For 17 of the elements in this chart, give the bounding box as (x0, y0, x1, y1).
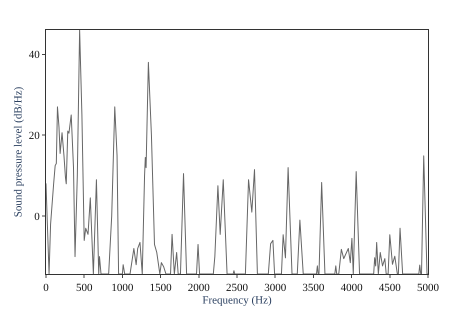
x-tick-label: 0 (43, 282, 50, 294)
y-axis-title: Sound pressure level (dB/Hz) (12, 86, 24, 218)
line-series (46, 30, 428, 274)
x-tick-label: 4500 (378, 282, 402, 294)
x-tick-label: 2000 (188, 282, 210, 294)
x-tick-label: 5000 (417, 282, 440, 294)
x-tick-label: 3000 (264, 282, 287, 294)
x-tick-label: 1000 (111, 282, 134, 294)
x-tick-label: 4000 (340, 282, 364, 294)
x-tick-label: 2500 (226, 282, 248, 294)
x-tick-label: 1500 (150, 282, 172, 294)
x-tick-label: 3500 (302, 282, 325, 294)
x-tick-label: 500 (76, 282, 93, 294)
y-tick-label: 40 (28, 49, 40, 62)
x-axis-title: Frequency (Hz) (202, 294, 272, 306)
y-tick-label: 20 (28, 130, 40, 142)
y-tick-label: 0 (34, 210, 40, 223)
